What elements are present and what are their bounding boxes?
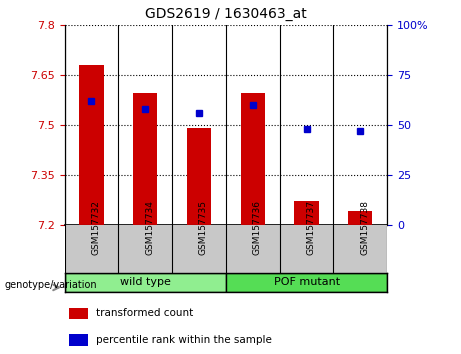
Bar <box>65 273 226 292</box>
Text: genotype/variation: genotype/variation <box>5 280 97 290</box>
Bar <box>79 65 104 225</box>
Text: GSM157738: GSM157738 <box>361 200 369 255</box>
Text: GSM157735: GSM157735 <box>199 200 208 255</box>
Text: GSM157737: GSM157737 <box>307 200 316 255</box>
Bar <box>187 128 211 225</box>
Bar <box>241 93 265 225</box>
Text: GSM157734: GSM157734 <box>145 200 154 255</box>
Text: percentile rank within the sample: percentile rank within the sample <box>96 335 272 345</box>
Text: GSM157732: GSM157732 <box>91 200 100 255</box>
Bar <box>348 211 372 225</box>
Text: GSM157736: GSM157736 <box>253 200 262 255</box>
Bar <box>295 201 319 225</box>
Text: transformed count: transformed count <box>96 308 194 318</box>
Bar <box>69 308 89 319</box>
Text: POF mutant: POF mutant <box>273 277 340 287</box>
Bar <box>226 273 387 292</box>
Title: GDS2619 / 1630463_at: GDS2619 / 1630463_at <box>145 7 307 21</box>
Bar <box>69 334 89 346</box>
Bar <box>133 93 157 225</box>
Text: wild type: wild type <box>120 277 171 287</box>
